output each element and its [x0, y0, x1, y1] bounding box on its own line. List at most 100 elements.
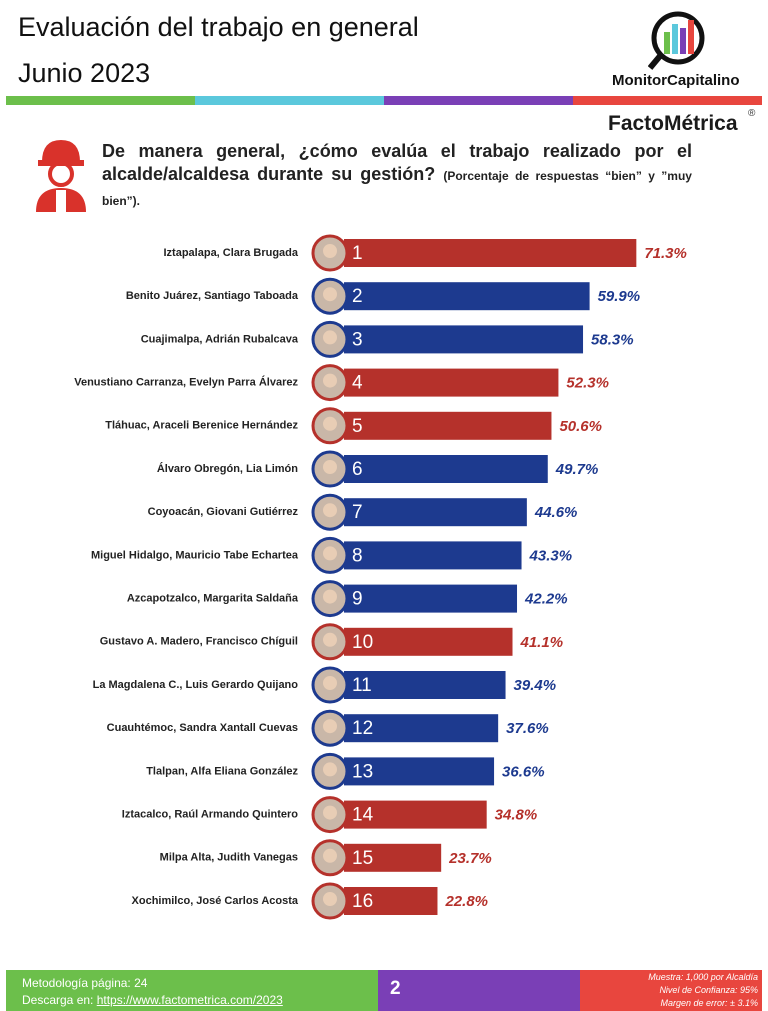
footer: Metodología página: 24 Descarga en: http… [6, 970, 762, 1011]
category-label: Venustiano Carranza, Evelyn Parra Álvare… [74, 376, 298, 389]
category-label: Cuauhtémoc, Sandra Xantall Cuevas [107, 722, 298, 734]
value-label: 23.7% [448, 850, 492, 867]
portrait-face [323, 762, 337, 777]
rank-label: 4 [352, 373, 363, 394]
download: Descarga en: https://www.factometrica.co… [22, 993, 283, 1007]
category-label: Coyoacán, Giovani Gutiérrez [148, 506, 299, 518]
chart: Iztapalapa, Clara Brugada 1 71.3% Benito Ju… [74, 234, 687, 920]
bar [344, 843, 442, 872]
value-label: 43.3% [529, 547, 573, 564]
brand: MonitorCapitalino [612, 72, 740, 89]
portrait-face [323, 805, 337, 820]
rank-label: 5 [352, 416, 363, 437]
footer-left: Metodología página: 24 Descarga en: http… [6, 970, 378, 1011]
bar [344, 627, 513, 656]
question: De manera general, ¿cómo evalúa el traba… [102, 140, 692, 213]
portrait-face [323, 416, 337, 431]
portrait-face [323, 244, 337, 258]
value-label: 41.1% [520, 634, 564, 651]
category-label: Iztapalapa, Clara Brugada [164, 247, 299, 259]
error-margin: Margen de error: ± 3.1% [660, 998, 758, 1008]
rank-label: 8 [352, 545, 363, 566]
category-label: Álvaro Obregón, Lia Limón [157, 462, 298, 475]
bar [344, 411, 552, 440]
portrait-face [323, 460, 337, 474]
category-label: Xochimilco, José Carlos Acosta [132, 895, 299, 907]
worker-icon [36, 140, 86, 212]
portrait-face [323, 848, 337, 863]
rank-label: 15 [352, 848, 373, 869]
color-stripe [6, 96, 762, 105]
value-label: 39.4% [514, 677, 557, 694]
subtitle: Junio 2023 [18, 58, 151, 88]
portrait-face [323, 373, 337, 388]
brand-icon [648, 11, 705, 70]
bar [344, 455, 548, 483]
page-number: 2 [390, 978, 401, 999]
category-label: Gustavo A. Madero, Francisco Chíguil [100, 636, 298, 648]
bar [344, 368, 559, 397]
rank-label: 10 [352, 632, 373, 653]
portrait-face [323, 503, 337, 518]
category-label: Cuajimalpa, Adrián Rubalcava [141, 333, 299, 345]
rank-label: 6 [352, 459, 363, 480]
rank-label: 16 [352, 891, 373, 912]
value-label: 22.8% [444, 893, 488, 910]
value-label: 50.6% [559, 418, 602, 435]
category-label: Tlalpan, Alfa Eliana González [146, 765, 298, 777]
registered-mark: ® [748, 108, 756, 119]
value-label: 71.3% [644, 245, 687, 262]
bar [344, 800, 487, 829]
sample: Muestra: 1,000 por Alcaldía [648, 972, 758, 982]
value-label: 52.3% [566, 375, 609, 392]
bar [344, 498, 527, 527]
rank-label: 13 [352, 761, 373, 782]
portrait-face [323, 719, 337, 734]
download-link[interactable]: https://www.factometrica.com/2023 [96, 993, 283, 1007]
rank-label: 9 [352, 589, 363, 610]
category-label: Tláhuac, Araceli Berenice Hernández [105, 420, 298, 432]
value-label: 37.6% [506, 720, 549, 737]
rank-label: 12 [352, 718, 373, 739]
title: Evaluación del trabajo en general [18, 12, 419, 42]
bar [344, 671, 506, 699]
footer-right: Muestra: 1,000 por Alcaldía Nivel de Con… [580, 970, 762, 1011]
bar [344, 584, 518, 613]
category-label: Miguel Hidalgo, Mauricio Tabe Echartea [91, 549, 299, 561]
category-label: Benito Juárez, Santiago Taboada [126, 290, 299, 302]
value-label: 59.9% [598, 288, 641, 305]
bar [344, 282, 590, 311]
rank-label: 1 [352, 243, 363, 264]
portrait-face [323, 589, 337, 604]
value-label: 49.7% [555, 461, 599, 478]
rank-label: 14 [352, 805, 374, 826]
portrait-face [323, 330, 337, 345]
rank-label: 3 [352, 329, 363, 350]
portrait-face [323, 632, 337, 647]
download-label: Descarga en: [22, 993, 94, 1007]
question-note: (Porcentaje de respuestas “bien” y ”muy … [102, 169, 692, 208]
bar [344, 714, 499, 743]
portrait-face [323, 546, 337, 561]
confidence: Nivel de Confianza: 95% [659, 985, 758, 995]
footer-middle: 2 [378, 970, 580, 1011]
bar [344, 887, 438, 915]
value-label: 42.2% [524, 591, 568, 608]
category-label: Azcapotzalco, Margarita Saldaña [127, 593, 299, 605]
category-label: Iztacalco, Raúl Armando Quintero [122, 809, 299, 821]
portrait-face [323, 892, 337, 906]
category-label: Milpa Alta, Judith Vanegas [160, 852, 298, 864]
value-label: 36.6% [502, 763, 545, 780]
methodology: Metodología página: 24 [22, 976, 148, 990]
rank-label: 11 [352, 675, 372, 696]
bar [344, 541, 522, 570]
bar [344, 757, 495, 786]
value-label: 34.8% [495, 807, 538, 824]
question-text: De manera general, ¿cómo evalúa el traba… [102, 141, 692, 184]
portrait-face [323, 287, 337, 302]
bar [344, 325, 584, 354]
value-label: 44.6% [534, 504, 578, 521]
rank-label: 7 [352, 502, 363, 523]
portrait-face [323, 676, 337, 690]
